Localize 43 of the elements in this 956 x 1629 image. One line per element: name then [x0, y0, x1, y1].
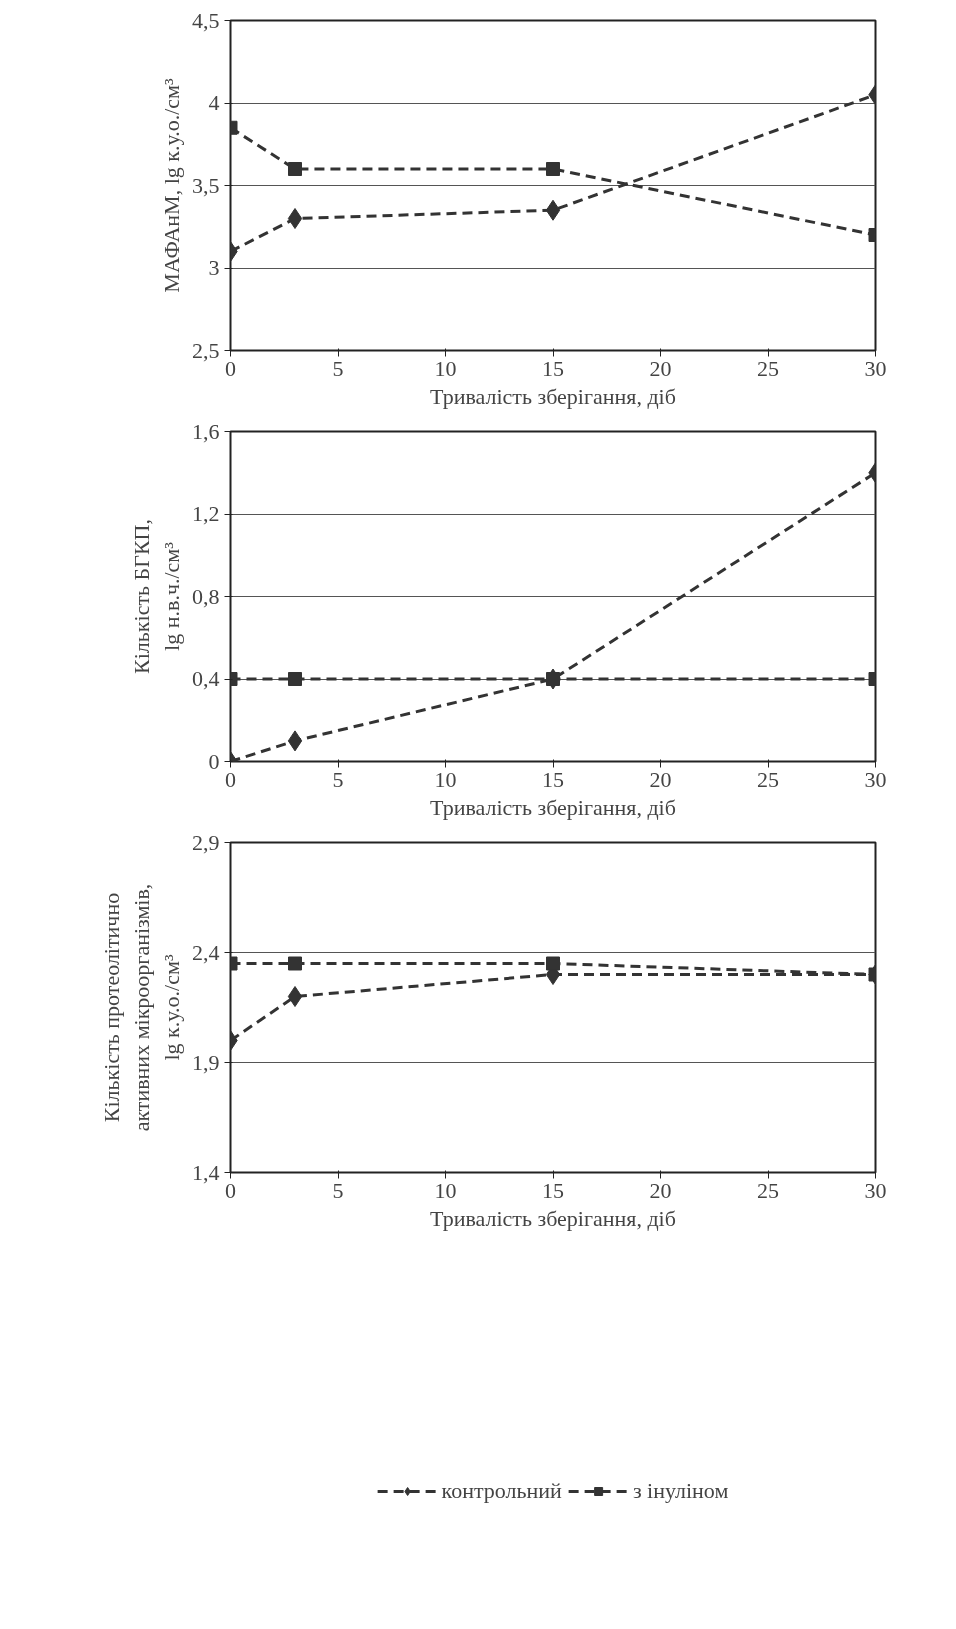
x-tick-label: 0	[225, 766, 236, 792]
y-tick-label: 4	[208, 90, 220, 115]
x-axis-title: Тривалість зберігання, діб	[430, 794, 676, 820]
x-tick-label: 5	[332, 355, 344, 381]
y-tick-label: 3	[208, 255, 220, 280]
x-tick-label: 25	[757, 766, 779, 792]
x-tick-label: 15	[542, 766, 564, 792]
y-axis-title: Кількість протеолітично активних мікроорганізмів, lg к.у.о./см³	[99, 883, 184, 1132]
y-tick-label: 2,5	[192, 337, 220, 363]
x-tick-label: 25	[757, 1177, 779, 1203]
x-tick-label: 30	[864, 355, 887, 381]
x-tick-label: 25	[757, 355, 779, 381]
y-tick-label: 4,5	[192, 7, 220, 33]
x-tick-label: 10	[434, 766, 457, 792]
x-tick-label: 0	[225, 1177, 236, 1203]
x-axis-title: Тривалість зберігання, діб	[430, 383, 676, 409]
y-tick-label: 1,6	[192, 418, 220, 444]
legend-label: з інуліном	[632, 1478, 729, 1504]
y-tick-label: 3,5	[192, 172, 220, 198]
y-tick-label: 1,4	[192, 1159, 220, 1185]
y-tick-label: 1,9	[192, 1049, 220, 1075]
y-tick-label: 1,2	[192, 501, 220, 526]
x-tick-label: 30	[864, 1177, 887, 1203]
x-tick-label: 15	[542, 1177, 564, 1203]
x-tick-label: 30	[864, 766, 887, 792]
x-axis-title: Тривалість зберігання, діб	[430, 1205, 676, 1231]
y-tick-label: 0,4	[192, 666, 220, 691]
y-tick-label: 2,9	[192, 829, 220, 855]
x-tick-label: 20	[649, 1177, 672, 1203]
y-axis-title: МАФАнМ, lg к.у.о./см³	[159, 77, 184, 293]
x-tick-label: 10	[434, 355, 457, 381]
y-tick-label: 0	[208, 748, 220, 774]
x-tick-label: 10	[434, 1177, 457, 1203]
x-tick-label: 20	[649, 766, 672, 792]
x-tick-label: 0	[225, 355, 236, 381]
x-tick-label: 5	[332, 766, 344, 792]
x-tick-label: 15	[542, 355, 564, 381]
x-tick-label: 5	[332, 1177, 344, 1203]
legend-label: контрольний	[441, 1478, 562, 1504]
y-tick-label: 0,8	[192, 583, 220, 609]
y-tick-label: 2,4	[192, 939, 220, 965]
x-tick-label: 20	[649, 355, 672, 381]
y-axis-title: Кількість БГКП, lg н.в.ч./см³	[129, 519, 184, 674]
